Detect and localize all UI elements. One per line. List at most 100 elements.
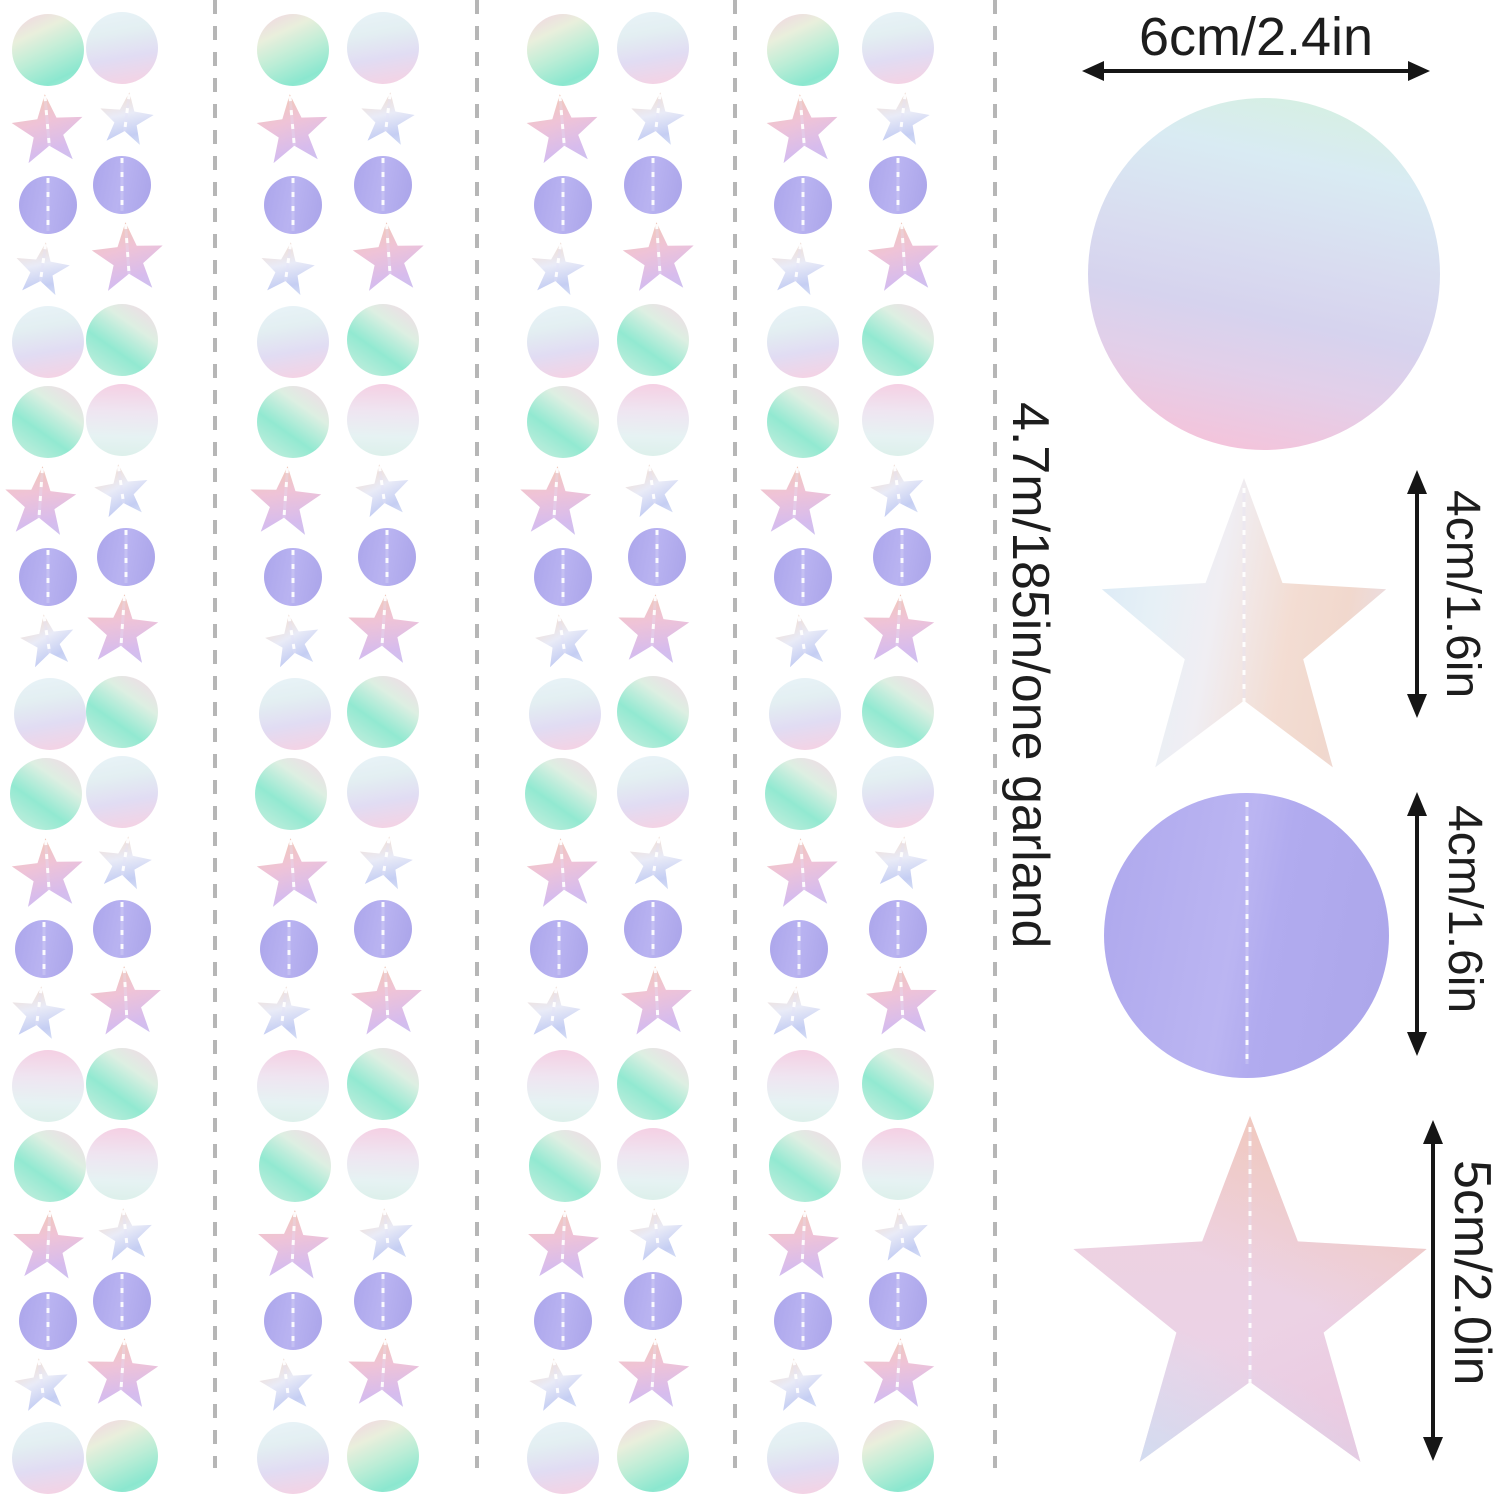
garland-circle-6cm <box>86 304 158 376</box>
garland-circle-4cm <box>624 900 682 958</box>
garland-circle-6cm <box>12 14 84 86</box>
garland-circle-6cm <box>862 1048 934 1120</box>
garland-circle-6cm <box>617 304 689 376</box>
garland-circle-6cm <box>257 14 329 86</box>
circle-6cm-size-label: 6cm/2.4in <box>1138 7 1374 67</box>
star-5cm-sample <box>1073 1116 1427 1462</box>
star-5cm-size-label: 5cm/2.0in <box>1443 1160 1500 1386</box>
garland-strand <box>758 0 848 1494</box>
garland-circle-6cm <box>862 304 934 376</box>
garland-strand <box>3 0 93 1494</box>
garland-circle-6cm <box>86 1128 158 1200</box>
garland-circle-6cm <box>767 14 839 86</box>
garland-circle-6cm <box>347 676 419 748</box>
garland-circle-6cm <box>767 306 839 378</box>
garland-circle-6cm <box>347 1128 419 1200</box>
garland-circle-6cm <box>525 758 597 830</box>
garland-circle-6cm <box>617 1128 689 1200</box>
garland-circle-6cm <box>347 304 419 376</box>
garland-circle-6cm <box>10 758 82 830</box>
dashed-separator <box>993 0 997 1468</box>
garland-circle-6cm <box>255 758 327 830</box>
circle-6cm-sample <box>1088 98 1440 450</box>
garland-circle-4cm <box>19 1292 77 1350</box>
garland-circle-6cm <box>86 676 158 748</box>
garland-circle-4cm <box>354 156 412 214</box>
garland-circle-6cm <box>347 12 419 84</box>
garland-circle-4cm <box>624 156 682 214</box>
garland-circle-6cm <box>769 1130 841 1202</box>
garland-circle-4cm <box>534 1292 592 1350</box>
garland-circle-4cm <box>260 920 318 978</box>
garland-circle-6cm <box>12 1050 84 1122</box>
garland-circle-4cm <box>869 1272 927 1330</box>
vertical-double-arrow-icon <box>1407 792 1427 1056</box>
garland-circle-6cm <box>257 386 329 458</box>
garland-circle-6cm <box>257 306 329 378</box>
garland-circle-4cm <box>19 548 77 606</box>
garland-circle-4cm <box>354 1272 412 1330</box>
garland-strand <box>248 0 338 1494</box>
garland-circle-6cm <box>769 678 841 750</box>
garland-circle-4cm <box>873 528 931 586</box>
garland-circle-6cm <box>617 676 689 748</box>
garland-circle-6cm <box>86 384 158 456</box>
garland-circle-4cm <box>774 1292 832 1350</box>
garland-circle-4cm <box>15 920 73 978</box>
garland-circle-4cm <box>93 156 151 214</box>
garland-circle-6cm <box>617 12 689 84</box>
garland-circle-4cm <box>530 920 588 978</box>
garland-circle-6cm <box>12 386 84 458</box>
garland-circle-6cm <box>767 1050 839 1122</box>
garland-circle-6cm <box>14 1130 86 1202</box>
garland-circle-4cm <box>93 1272 151 1330</box>
garland-strand <box>853 0 943 1492</box>
garland-circle-6cm <box>86 1048 158 1120</box>
garland-circle-6cm <box>259 1130 331 1202</box>
garland-circle-4cm <box>93 900 151 958</box>
vertical-double-arrow-icon <box>1423 1120 1443 1461</box>
garland-circle-6cm <box>765 758 837 830</box>
garland-circle-6cm <box>862 12 934 84</box>
dashed-separator <box>475 0 479 1468</box>
garland-circle-4cm <box>869 900 927 958</box>
dashed-separator <box>733 0 737 1468</box>
garland-circle-6cm <box>527 306 599 378</box>
garland-circle-6cm <box>529 1130 601 1202</box>
circle-4cm-sample <box>1104 793 1389 1078</box>
garland-circle-6cm <box>862 676 934 748</box>
garland-circle-4cm <box>264 176 322 234</box>
garland-circle-4cm <box>97 528 155 586</box>
garland-circle-6cm <box>862 1128 934 1200</box>
garland-strand <box>338 0 428 1492</box>
garland-circle-4cm <box>624 1272 682 1330</box>
garland-circle-6cm <box>617 384 689 456</box>
garland-circle-4cm <box>869 156 927 214</box>
garland-length-label: 4.7m/185in/one garland <box>1001 402 1059 949</box>
garland-circle-4cm <box>534 176 592 234</box>
garland-circle-6cm <box>257 1050 329 1122</box>
garland-circle-4cm <box>264 1292 322 1350</box>
garland-circle-4cm <box>354 900 412 958</box>
star-4cm-sample <box>1101 478 1387 768</box>
garland-circle-6cm <box>347 1048 419 1120</box>
garland-circle-6cm <box>767 386 839 458</box>
garland-circle-4cm <box>264 548 322 606</box>
vertical-double-arrow-icon <box>1407 470 1427 718</box>
garland-circle-6cm <box>862 384 934 456</box>
garland-circle-4cm <box>774 176 832 234</box>
garland-circle-4cm <box>628 528 686 586</box>
garland-circle-4cm <box>358 528 416 586</box>
garland-strand <box>77 0 167 1492</box>
garland-circle-4cm <box>774 548 832 606</box>
garland-circle-6cm <box>862 756 934 828</box>
star-4cm-size-label: 4cm/1.6in <box>1436 490 1489 699</box>
garland-circle-6cm <box>14 678 86 750</box>
garland-circle-6cm <box>527 1050 599 1122</box>
circle-4cm-size-label: 4cm/1.6in <box>1438 805 1491 1014</box>
garland-circle-4cm <box>770 920 828 978</box>
garland-circle-6cm <box>527 14 599 86</box>
garland-circle-6cm <box>617 1048 689 1120</box>
